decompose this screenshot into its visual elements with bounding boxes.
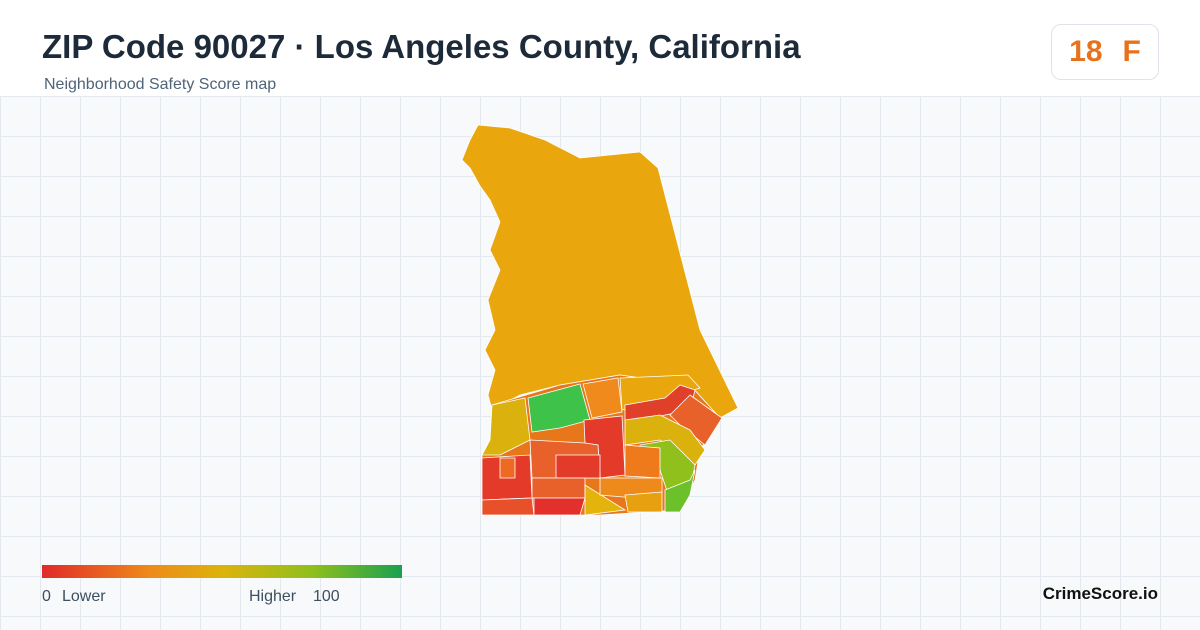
region bbox=[481, 497, 535, 516]
region bbox=[527, 383, 591, 433]
legend-max: 100 bbox=[313, 588, 340, 605]
legend-min: 0 bbox=[42, 588, 51, 605]
region bbox=[531, 477, 586, 499]
region bbox=[624, 491, 663, 513]
region bbox=[461, 124, 739, 419]
region bbox=[624, 414, 706, 466]
grade: F bbox=[1122, 35, 1141, 68]
subtitle: Neighborhood Safety Score map bbox=[44, 76, 277, 93]
legend-scale bbox=[42, 565, 402, 578]
region bbox=[582, 377, 623, 419]
score: 18 bbox=[1069, 35, 1103, 68]
header bbox=[0, 0, 1200, 96]
region bbox=[533, 497, 586, 516]
score-badge: 18 F bbox=[1051, 24, 1159, 80]
region bbox=[664, 469, 696, 513]
legend-max-label: Higher bbox=[249, 588, 297, 605]
region bbox=[555, 454, 601, 479]
legend-min-label: Lower bbox=[62, 588, 106, 605]
region bbox=[481, 397, 531, 456]
region bbox=[624, 444, 661, 479]
region bbox=[499, 457, 516, 479]
title: ZIP Code 90027 · Los Angeles County, Cal… bbox=[42, 28, 801, 65]
region bbox=[584, 484, 627, 516]
brand: CrimeScore.io bbox=[1042, 584, 1158, 603]
